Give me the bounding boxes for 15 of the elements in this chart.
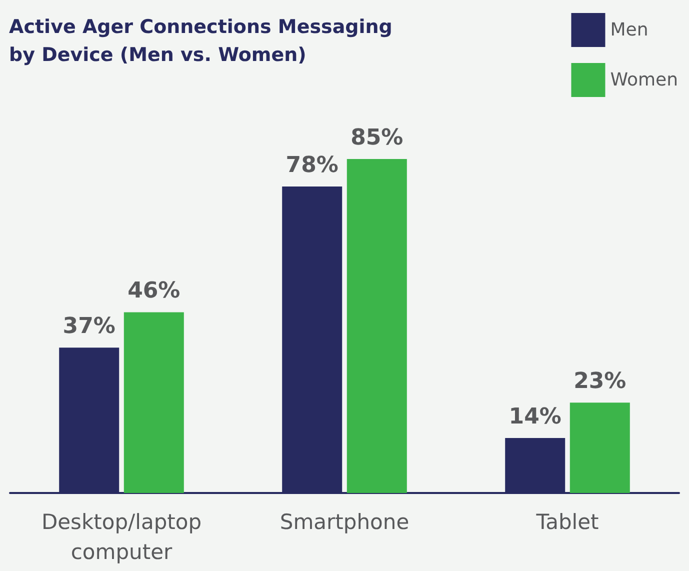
data-label: 85% bbox=[350, 125, 404, 150]
bar bbox=[346, 158, 407, 493]
data-label: 78% bbox=[286, 152, 338, 178]
data-label: 23% bbox=[574, 369, 626, 394]
x-tick-label: Desktop/laptop computer bbox=[41, 510, 202, 564]
bar bbox=[570, 402, 630, 493]
data-label: 37% bbox=[62, 314, 116, 340]
legend-label: Women bbox=[610, 70, 678, 90]
legend-label: Men bbox=[610, 20, 648, 40]
chart-title: Active Ager Connections Messaging by Device (Men vs. Women) bbox=[9, 16, 392, 66]
data-label: 46% bbox=[128, 278, 180, 304]
bar bbox=[124, 312, 184, 493]
data-label: 14% bbox=[508, 404, 562, 430]
x-tick-label: Tablet bbox=[535, 510, 599, 534]
x-tick-label: Smartphone bbox=[280, 510, 410, 534]
